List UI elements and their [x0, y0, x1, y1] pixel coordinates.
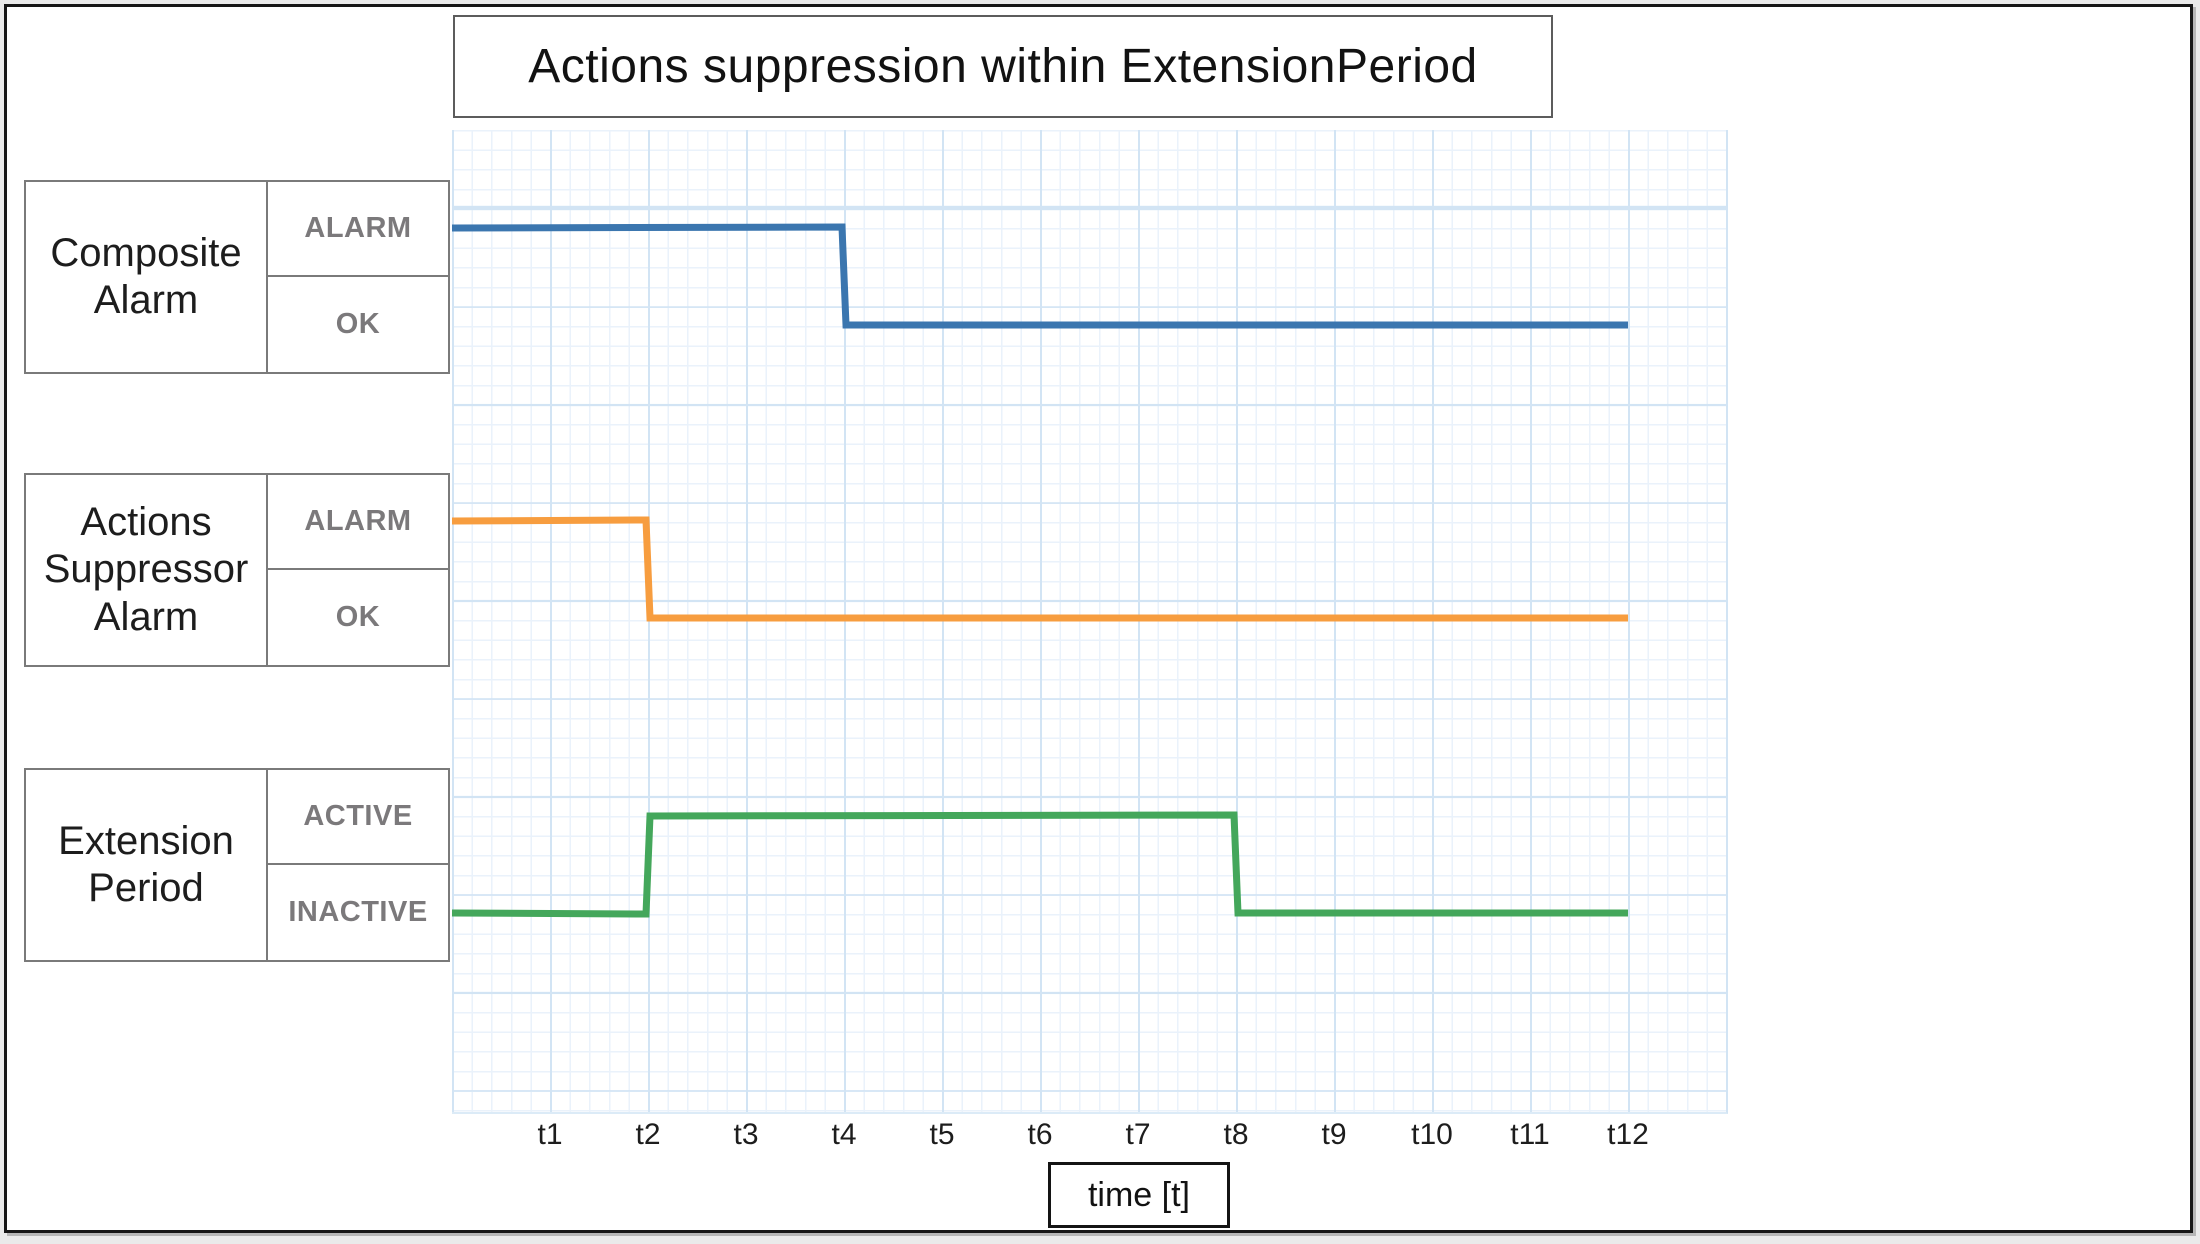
- chart-grid: [451, 130, 1728, 1114]
- tick-label-t2: t2: [635, 1118, 661, 1151]
- state-cell-extension-active: ACTIVE: [266, 768, 450, 865]
- row-actions-suppressor-alarm: Actions Suppressor Alarm ALARM OK: [24, 473, 450, 667]
- state-label-alarm: ALARM: [304, 505, 412, 537]
- tick-label-t5: t5: [929, 1118, 955, 1151]
- row-composite-alarm: Composite Alarm ALARM OK: [24, 180, 450, 374]
- composite-alarm-line: [451, 223, 1628, 329]
- state-label-alarm: ALARM: [304, 212, 412, 244]
- state-cell-suppressor-ok: OK: [266, 568, 450, 667]
- tick-label-t1: t1: [537, 1118, 563, 1151]
- series-plot: [451, 223, 1628, 918]
- tick-label-t7: t7: [1125, 1118, 1151, 1151]
- tick-label-t9: t9: [1321, 1118, 1347, 1151]
- tick-label-t11: t11: [1510, 1118, 1550, 1151]
- row-label-extension-period: Extension Period: [24, 768, 268, 962]
- actions-suppressor-alarm-line: [451, 516, 1628, 622]
- time-axis-label: time [t]: [1087, 1175, 1191, 1214]
- row-label-actions-suppressor-alarm: Actions Suppressor Alarm: [24, 473, 268, 667]
- time-axis-label-box: time [t]: [1048, 1162, 1230, 1228]
- tick-label-t12: t12: [1607, 1118, 1649, 1151]
- chart-title-box: Actions suppression within ExtensionPeri…: [453, 15, 1553, 118]
- chart-title: Actions suppression within ExtensionPeri…: [528, 40, 1478, 93]
- tick-label-t10: t10: [1411, 1118, 1453, 1151]
- row-extension-period: Extension Period ACTIVE INACTIVE: [24, 768, 450, 962]
- state-cell-extension-inactive: INACTIVE: [266, 863, 450, 962]
- extension-period-line: [451, 811, 1628, 918]
- state-label-active: ACTIVE: [303, 800, 413, 832]
- tick-label-t4: t4: [831, 1118, 857, 1151]
- row-label-composite-alarm: Composite Alarm: [24, 180, 268, 374]
- state-cell-composite-alarm-alarm: ALARM: [266, 180, 450, 277]
- state-label-ok: OK: [335, 308, 381, 340]
- state-cell-suppressor-alarm: ALARM: [266, 473, 450, 570]
- tick-label-t3: t3: [733, 1118, 759, 1151]
- state-cell-composite-alarm-ok: OK: [266, 275, 450, 374]
- state-label-inactive: INACTIVE: [288, 896, 428, 928]
- state-label-ok: OK: [335, 601, 381, 633]
- tick-label-t8: t8: [1223, 1118, 1249, 1151]
- tick-label-t6: t6: [1027, 1118, 1053, 1151]
